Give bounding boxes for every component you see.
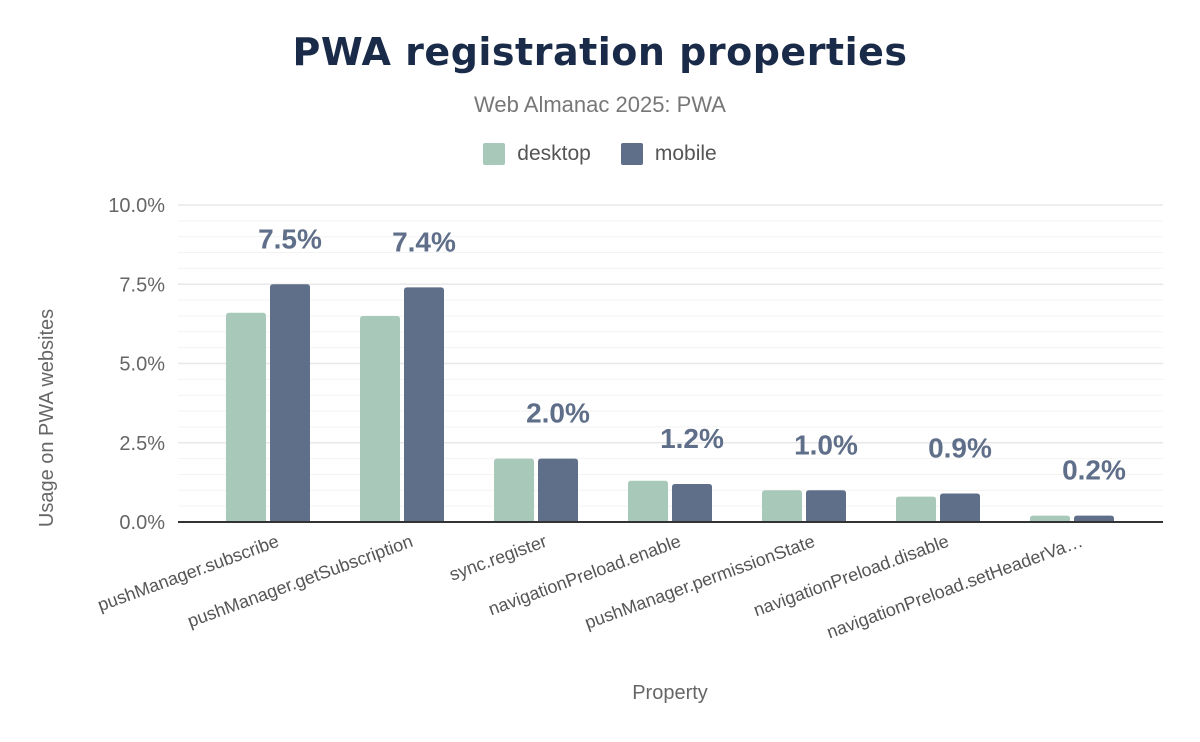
- x-tick-label: navigationPreload.setHeaderVa…: [824, 531, 1085, 642]
- data-label: 1.0%: [794, 429, 858, 460]
- y-axis-title: Usage on PWA websites: [36, 309, 58, 527]
- data-label: 1.2%: [660, 423, 724, 454]
- x-tick-label: pushManager.getSubscription: [185, 531, 416, 631]
- bar-desktop: [1030, 515, 1070, 522]
- legend-item-desktop[interactable]: desktop: [483, 142, 591, 166]
- bar-desktop: [762, 490, 802, 522]
- bar-desktop: [226, 312, 266, 522]
- legend-item-mobile[interactable]: mobile: [620, 142, 717, 166]
- legend-swatch-mobile: [620, 143, 643, 165]
- x-tick-label: sync.register: [447, 531, 550, 585]
- bar-desktop: [494, 458, 534, 522]
- bar-mobile: [940, 493, 980, 522]
- x-tick-label: pushManager.permissionState: [582, 531, 817, 633]
- chart-title: PWA registration properties: [292, 30, 908, 74]
- y-tick-label: 10.0%: [108, 195, 165, 217]
- legend-swatch-desktop: [483, 143, 506, 165]
- y-tick-label: 5.0%: [119, 354, 165, 376]
- data-label: 7.4%: [392, 226, 456, 257]
- x-axis-title: Property: [632, 682, 708, 704]
- bar-desktop: [628, 480, 668, 522]
- bar-mobile: [538, 458, 578, 522]
- data-label: 0.2%: [1062, 455, 1126, 486]
- data-label: 7.5%: [258, 223, 322, 254]
- data-label: 2.0%: [526, 398, 590, 429]
- chart-subtitle: Web Almanac 2025: PWA: [474, 92, 726, 117]
- y-tick-label: 0.0%: [119, 512, 165, 534]
- data-label: 0.9%: [928, 432, 992, 463]
- bar-mobile: [270, 284, 310, 522]
- legend: desktop mobile: [0, 142, 1200, 166]
- bar-mobile: [404, 287, 444, 522]
- bar-desktop: [896, 496, 936, 522]
- legend-label-desktop: desktop: [517, 142, 591, 165]
- y-tick-label: 7.5%: [119, 274, 165, 296]
- legend-label-mobile: mobile: [654, 142, 717, 165]
- bar-mobile: [672, 483, 712, 522]
- bar-mobile: [1074, 515, 1114, 522]
- bar-desktop: [360, 315, 400, 522]
- y-tick-label: 2.5%: [119, 433, 165, 455]
- bar-mobile: [806, 490, 846, 522]
